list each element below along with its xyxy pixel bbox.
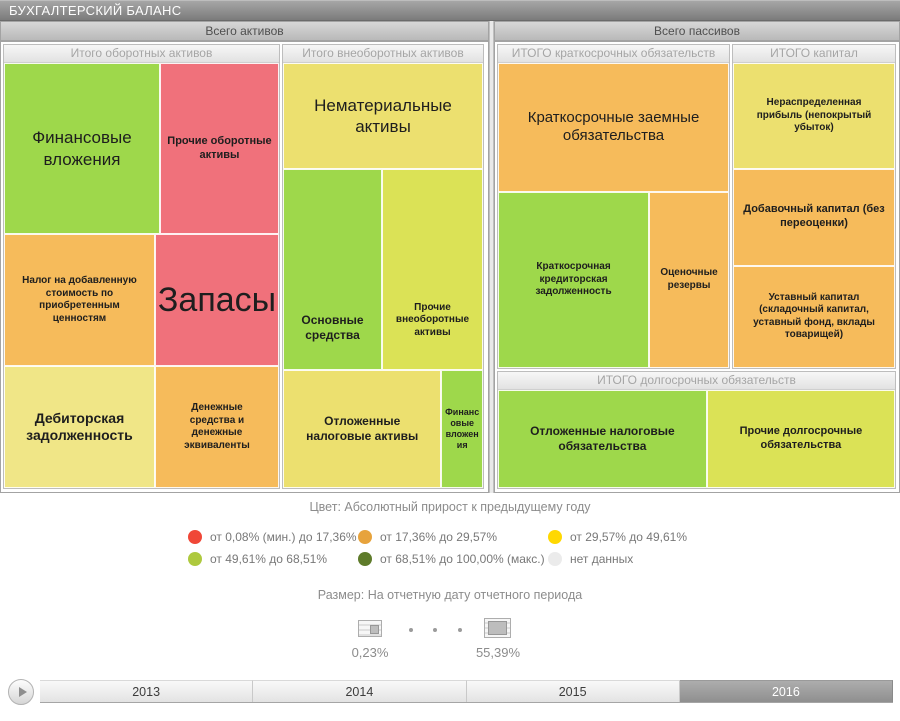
cell-label: Отложенные налоговые активы: [306, 414, 419, 444]
cell-otlozhennye-nalogovye-obyazatelstva[interactable]: Отложенные налоговые обязательства: [498, 390, 707, 488]
legend-label: от 49,61% до 68,51%: [210, 552, 327, 566]
panel-splitter[interactable]: [489, 21, 494, 493]
group-capital-header[interactable]: ИТОГО капитал: [733, 45, 895, 63]
cell-dobavochny-kapital[interactable]: Добавочный капитал (без переоценки): [733, 168, 895, 266]
cell-nematerialnye-aktivy[interactable]: Нематериальные активы: [283, 63, 483, 169]
cell-label: Денежные средства и денежные эквиваленты: [184, 402, 250, 451]
cell-debitorskaya-zadolzhennost[interactable]: Дебиторская задолженность: [4, 366, 155, 488]
cell-prochie-dolgosrochnye-obyazatelstva[interactable]: Прочие долгосрочные обязательства: [706, 390, 895, 488]
cell-label: Краткосрочная кредиторская задолженность: [535, 261, 612, 298]
cell-kratkosrochnye-zaemnye[interactable]: Краткосрочные заемные обязательства: [498, 63, 729, 192]
group-long-term-liabilities-header[interactable]: ИТОГО долгосрочных обязательств: [498, 372, 895, 390]
size-max-icon-inner: [488, 621, 507, 635]
group-noncurrent-assets-header[interactable]: Итого внеоборотных активов: [283, 45, 483, 63]
legend-label: от 0,08% (мин.) до 17,36%: [210, 530, 357, 544]
year-button-2015[interactable]: 2015: [466, 680, 680, 702]
group-short-term-liabilities: ИТОГО краткосрочных обязательств Краткос…: [497, 44, 730, 369]
assets-panel: Всего активов Итого оборотных активов Фи…: [0, 21, 489, 493]
legend-item: от 17,36% до 29,57%: [358, 529, 497, 545]
size-min-icon-inner: [370, 625, 379, 634]
group-long-term-liabilities: ИТОГО долгосрочных обязательств Отложенн…: [497, 371, 896, 489]
cell-kratkosrochnaya-kreditorskaya[interactable]: Краткосрочная кредиторская задолженность: [498, 191, 650, 368]
cell-label: Финансовые вложения: [32, 128, 132, 169]
size-scale-dot: [433, 628, 437, 632]
cell-label: Оценочные резервы: [660, 267, 718, 291]
cell-label: Отложенные налоговые обязательства: [530, 424, 675, 453]
cell-label: Нераспределенная прибыль (непокрытый убы…: [756, 97, 872, 134]
window-title: БУХГАЛТЕРСКИЙ БАЛАНС: [9, 3, 182, 18]
assets-panel-body: Итого оборотных активов Финансовые вложе…: [0, 41, 489, 493]
legend-swatch-light-green: [188, 552, 202, 566]
cell-neraspredelennaya-pribyl[interactable]: Нераспределенная прибыль (непокрытый убы…: [733, 63, 895, 169]
group-long-term-liabilities-cells: Отложенные налоговые обязательства Прочи…: [498, 390, 895, 488]
legend-swatch-red: [188, 530, 202, 544]
legend-swatch-dark-green: [358, 552, 372, 566]
cell-label: Нематериальные активы: [314, 95, 452, 136]
cell-prochie-vneoborotnye-aktivy[interactable]: Прочие внеоборотные активы: [382, 168, 483, 371]
size-scale-dot: [458, 628, 462, 632]
liabilities-panel-header[interactable]: Всего пассивов: [494, 21, 900, 41]
cell-prochie-oborotnye-aktivy[interactable]: Прочие оборотные активы: [159, 63, 279, 235]
group-current-assets: Итого оборотных активов Финансовые вложе…: [3, 44, 280, 489]
legend-item: от 0,08% (мин.) до 17,36%: [188, 529, 357, 545]
cell-label: Налог на добавленную стоимость по приобр…: [22, 275, 137, 324]
size-scale-dot: [409, 628, 413, 632]
play-button[interactable]: [8, 679, 34, 705]
group-current-assets-cells: Финансовые вложения Прочие оборотные акт…: [4, 63, 279, 488]
cell-label: Запасы: [157, 280, 277, 319]
size-min-value: 0,23%: [351, 645, 389, 660]
legend-item: от 68,51% до 100,00% (макс.): [358, 551, 545, 567]
size-max-value: 55,39%: [475, 645, 521, 660]
cell-label: Уставный капитал (складочный капитал, ус…: [753, 291, 875, 341]
cell-ustavny-kapital[interactable]: Уставный капитал (складочный капитал, ус…: [733, 265, 895, 368]
legend-swatch-orange: [358, 530, 372, 544]
size-max-icon: [484, 618, 511, 638]
group-current-assets-header[interactable]: Итого оборотных активов: [4, 45, 279, 63]
group-noncurrent-assets: Итого внеоборотных активов Нематериальны…: [282, 44, 484, 489]
legend-label: от 17,36% до 29,57%: [380, 530, 497, 544]
cell-label: Добавочный капитал (без переоценки): [743, 203, 885, 230]
cell-label: Основные средства: [301, 313, 364, 343]
group-capital: ИТОГО капитал Нераспределенная прибыль (…: [732, 44, 896, 369]
cell-label: Прочие долгосрочные обязательства: [739, 425, 863, 451]
year-button-2013[interactable]: 2013: [40, 680, 254, 702]
assets-panel-header[interactable]: Всего активов: [0, 21, 489, 41]
legend-item: нет данных: [548, 551, 633, 567]
timeline: 2013 2014 2015 2016: [40, 680, 893, 703]
group-short-term-liabilities-cells: Краткосрочные заемные обязательства Крат…: [498, 63, 729, 368]
cell-otlozhennye-nalogovye-aktivy[interactable]: Отложенные налоговые активы: [283, 370, 442, 488]
size-min-icon: [358, 620, 382, 637]
cell-osnovnye-sredstva[interactable]: Основные средства: [283, 168, 382, 371]
cell-ocenochnye-rezervy[interactable]: Оценочные резервы: [649, 191, 729, 368]
liabilities-panel: Всего пассивов ИТОГО краткосрочных обяза…: [494, 21, 900, 493]
year-button-2016[interactable]: 2016: [679, 680, 893, 702]
cell-nalog-na-dobavlennuyu-stoimost[interactable]: Налог на добавленную стоимость по приобр…: [4, 234, 155, 367]
cell-zapasy[interactable]: Запасы: [154, 234, 279, 367]
legend-item: от 49,61% до 68,51%: [188, 551, 327, 567]
legend-label: нет данных: [570, 552, 634, 566]
group-short-term-liabilities-header[interactable]: ИТОГО краткосрочных обязательств: [498, 45, 729, 63]
legend-label: от 68,51% до 100,00% (макс.): [380, 552, 545, 566]
cell-label: Дебиторская задолженность: [26, 409, 133, 444]
size-legend-title: Размер: На отчетную дату отчетного перио…: [317, 588, 583, 602]
legend-label: от 29,57% до 49,61%: [570, 530, 687, 544]
color-legend-title: Цвет: Абсолютный прирост к предыдущему г…: [309, 500, 591, 514]
legend-swatch-yellow: [548, 530, 562, 544]
group-capital-cells: Нераспределенная прибыль (непокрытый убы…: [733, 63, 895, 368]
year-button-2014[interactable]: 2014: [253, 680, 467, 702]
cell-label: Краткосрочные заемные обязательства: [527, 108, 700, 145]
cell-label: Прочие оборотные активы: [167, 134, 272, 161]
legend-swatch-no-data: [548, 552, 562, 566]
cell-finansovye-vlozheniya[interactable]: Финансовые вложения: [4, 63, 160, 235]
liabilities-panel-body: ИТОГО краткосрочных обязательств Краткос…: [494, 41, 900, 493]
group-noncurrent-assets-cells: Нематериальные активы Основные средства …: [283, 63, 483, 488]
cell-finansovye-vlozheniya-vneoborotnye[interactable]: Финансовые вложения: [441, 370, 483, 488]
cell-label: Прочие внеоборотные активы: [395, 301, 470, 338]
cell-label: Финансовые вложения: [445, 406, 480, 451]
play-icon: [18, 687, 27, 697]
window-title-bar: БУХГАЛТЕРСКИЙ БАЛАНС: [0, 0, 900, 21]
legend-item: от 29,57% до 49,61%: [548, 529, 687, 545]
cell-denezhnye-sredstva[interactable]: Денежные средства и денежные эквиваленты: [154, 366, 279, 488]
